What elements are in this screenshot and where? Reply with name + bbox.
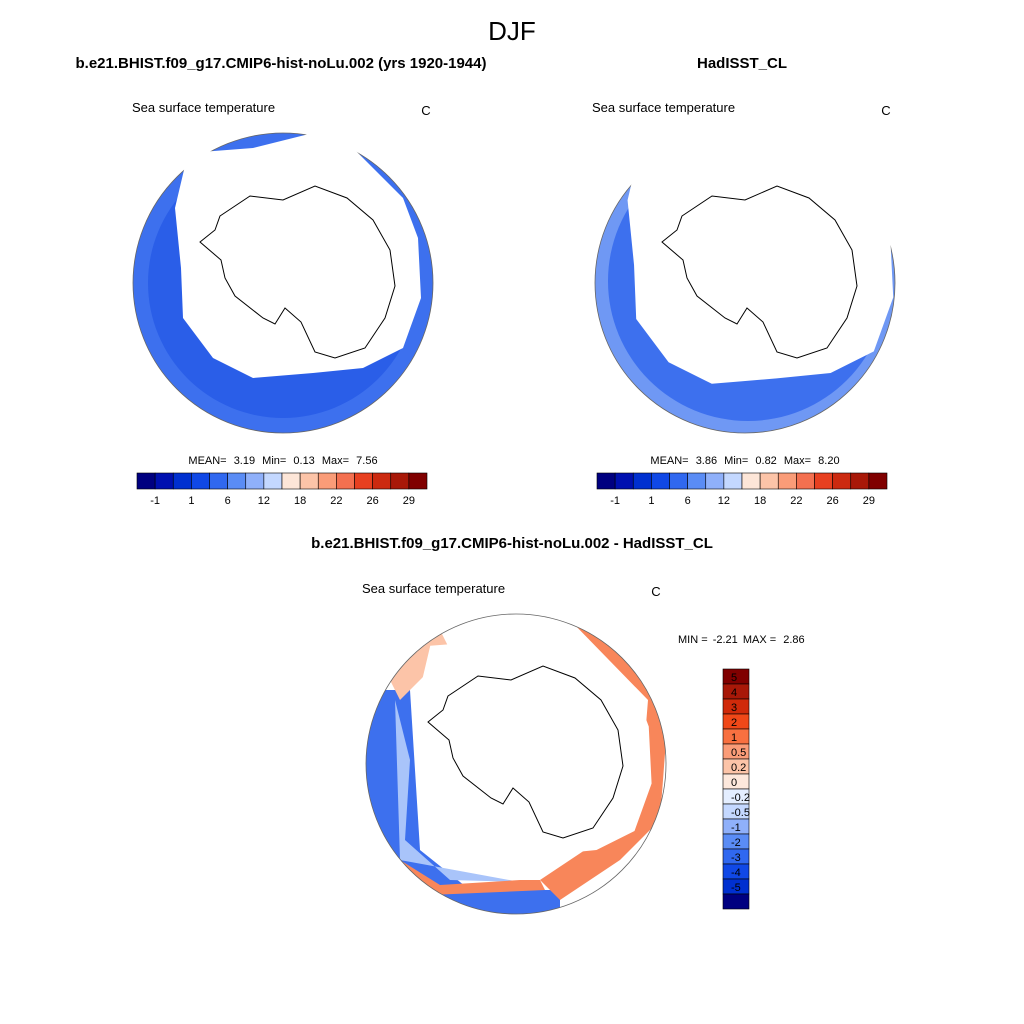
map-border xyxy=(365,613,667,915)
colorbar-box xyxy=(172,472,192,490)
colorbar-box xyxy=(372,472,392,490)
colorbar-label: 29 xyxy=(863,495,875,507)
colorbar-label: -2 xyxy=(731,837,741,849)
units-label: C xyxy=(421,103,430,118)
colorbar-box xyxy=(336,472,355,490)
colorbar-label: 0.5 xyxy=(731,747,746,759)
colorbar-box xyxy=(723,472,743,490)
colorbar-box xyxy=(814,472,833,490)
colorbar-label: -3 xyxy=(731,852,741,864)
panel-title: b.e21.BHIST.f09_g17.CMIP6-hist-noLu.002 … xyxy=(76,55,487,72)
colorbar-label: 3 xyxy=(731,702,737,714)
colorbar-label: -0.5 xyxy=(731,807,750,819)
colorbar-label: 1 xyxy=(731,732,737,744)
colorbar-label: 18 xyxy=(294,495,306,507)
colorbar-label: 12 xyxy=(258,495,270,507)
colorbar-box xyxy=(705,472,725,490)
figure-title: DJF xyxy=(488,16,536,46)
variable-label: Sea surface temperature xyxy=(132,100,275,115)
colorbar-label: 1 xyxy=(648,495,654,507)
colorbar-label: 12 xyxy=(718,495,730,507)
colorbar-box xyxy=(596,472,616,490)
colorbar-label: 26 xyxy=(827,495,839,507)
colorbar-box xyxy=(317,472,337,490)
colorbar-box xyxy=(722,893,750,910)
colorbar-label: 6 xyxy=(685,495,691,507)
colorbar-box xyxy=(651,472,670,490)
colorbar-label: 1 xyxy=(188,495,194,507)
variable-label: Sea surface temperature xyxy=(362,581,505,596)
colorbar-box xyxy=(263,472,283,490)
colorbar-label: -0.2 xyxy=(731,792,750,804)
colorbar-box xyxy=(868,472,888,490)
colorbar-box xyxy=(832,472,852,490)
colorbar-box xyxy=(850,472,870,490)
colorbar-box xyxy=(191,472,210,490)
colorbar-label: 4 xyxy=(731,687,737,699)
colorbar-box xyxy=(632,472,652,490)
map xyxy=(594,113,896,434)
colorbar-label: 5 xyxy=(731,672,737,684)
colorbar-label: 26 xyxy=(367,495,379,507)
variable-label: Sea surface temperature xyxy=(592,100,735,115)
colorbar-label: 22 xyxy=(790,495,802,507)
map xyxy=(132,128,434,434)
colorbar-box xyxy=(245,472,265,490)
colorbar-box xyxy=(136,472,156,490)
colorbar-box xyxy=(741,472,761,490)
colorbar-label: 29 xyxy=(403,495,415,507)
colorbar-label: 0.2 xyxy=(731,762,746,774)
colorbar-box xyxy=(390,472,410,490)
units-label: C xyxy=(651,584,660,599)
colorbar-box xyxy=(209,472,228,490)
colorbar-box xyxy=(408,472,428,490)
colorbar-label: 2 xyxy=(731,717,737,729)
colorbar-box xyxy=(777,472,797,490)
colorbar-label: 18 xyxy=(754,495,766,507)
colorbar-label: -1 xyxy=(731,822,741,834)
stats: MEAN= 3.86 Min= 0.82 Max= 8.20 xyxy=(650,455,839,467)
colorbar-box xyxy=(614,472,634,490)
panel-title: HadISST_CL xyxy=(697,55,787,72)
colorbar-box xyxy=(299,472,319,490)
colorbar-box xyxy=(227,472,247,490)
stats: MEAN= 3.19 Min= 0.13 Max= 7.56 xyxy=(188,455,377,467)
colorbar-label: 22 xyxy=(330,495,342,507)
panel-title: b.e21.BHIST.f09_g17.CMIP6-hist-noLu.002 … xyxy=(311,535,713,552)
colorbar-label: 6 xyxy=(225,495,231,507)
colorbar-box xyxy=(154,472,174,490)
colorbar-label: -5 xyxy=(731,882,741,894)
colorbar-box xyxy=(759,472,779,490)
colorbar-label: -1 xyxy=(610,495,620,507)
colorbar-box xyxy=(796,472,815,490)
stats: MIN = -2.21 MAX = 2.86 xyxy=(678,634,805,646)
colorbar-box xyxy=(281,472,301,490)
units-label: C xyxy=(881,103,890,118)
colorbar-box xyxy=(687,472,707,490)
colorbar-label: -1 xyxy=(150,495,160,507)
colorbar-box xyxy=(669,472,688,490)
colorbar-label: 0 xyxy=(731,777,737,789)
colorbar-label: -4 xyxy=(731,867,741,879)
map xyxy=(366,614,666,914)
colorbar-box xyxy=(354,472,373,490)
